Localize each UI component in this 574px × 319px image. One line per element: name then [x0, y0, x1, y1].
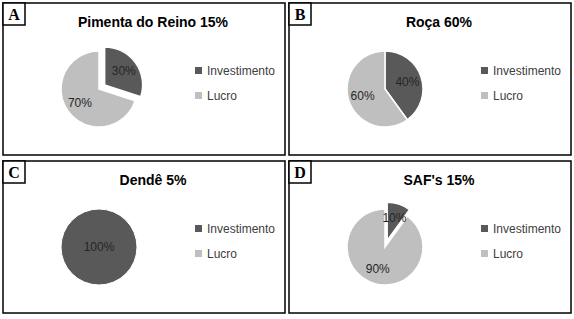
pie-slice — [347, 51, 407, 127]
legend-swatch — [195, 250, 202, 257]
data-label: 70% — [68, 96, 92, 110]
title: Pimenta do Reino 15% — [78, 14, 229, 30]
panel-letter: B — [295, 6, 306, 23]
panel-letter-box — [289, 3, 311, 25]
panel-letter: C — [8, 164, 20, 181]
data-label: 90% — [366, 262, 390, 276]
legend-label: Investimento — [207, 222, 275, 236]
title: Dendê 5% — [120, 172, 187, 188]
legend-label: Lucro — [207, 247, 237, 261]
panel-letter: D — [294, 164, 306, 181]
legend-swatch — [481, 92, 488, 99]
title: Roça 60% — [406, 14, 473, 30]
pie — [347, 202, 423, 285]
legend-label: Investimento — [207, 64, 275, 78]
panel-letter-box — [3, 161, 25, 183]
legend-label: Investimento — [493, 222, 561, 236]
panel-letter: A — [8, 6, 20, 23]
legend-swatch — [195, 225, 202, 232]
data-label: 30% — [112, 64, 136, 78]
legend-swatch — [481, 225, 488, 232]
pie-slice — [347, 209, 423, 285]
panel: A Pimenta do Reino 15% 30% 70% Investimento L… — [3, 3, 285, 155]
legend-label: Lucro — [493, 247, 523, 261]
data-label: 60% — [351, 89, 375, 103]
legend-swatch — [481, 67, 488, 74]
panel-frame — [289, 161, 571, 313]
panel-frame — [3, 3, 285, 155]
panel-letter-box — [289, 161, 311, 183]
data-label: 10% — [382, 211, 406, 225]
data-label: 40% — [395, 75, 419, 89]
panel-letter-box — [3, 3, 25, 25]
pie — [347, 51, 423, 127]
legend-swatch — [481, 250, 488, 257]
legend-swatch — [195, 67, 202, 74]
panel-frame — [3, 161, 285, 313]
page: A Pimenta do Reino 15% 30% 70% Investimento L… — [0, 0, 574, 319]
pie — [61, 47, 143, 127]
pie-slice — [61, 51, 135, 127]
pie-slice — [61, 209, 137, 285]
data-label: 100% — [84, 240, 115, 254]
legend-label: Lucro — [207, 89, 237, 103]
panel: D SAF's 15% 10% 90% Investimento Lucro — [289, 161, 571, 313]
legend-swatch — [195, 92, 202, 99]
panel: B Roça 60% 40% 60% Investimento Lucro — [289, 3, 571, 155]
panel-frame — [289, 3, 571, 155]
pie-slice — [105, 47, 143, 97]
pie — [61, 209, 137, 285]
panel: C Dendê 5% 100% Investimento Lucro — [3, 161, 285, 313]
legend-label: Lucro — [493, 89, 523, 103]
legend-label: Investimento — [493, 64, 561, 78]
title: SAF's 15% — [403, 172, 475, 188]
